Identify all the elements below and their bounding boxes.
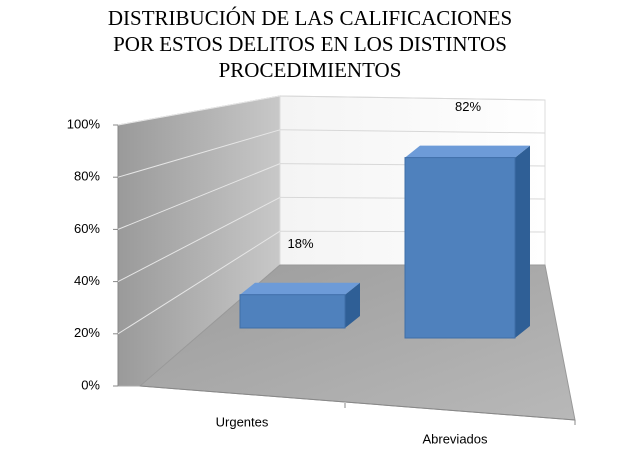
grid-line [279, 95, 546, 101]
chart-title: PROCEDIMIENTOS [219, 58, 402, 82]
grid-line [117, 129, 281, 178]
chart-title: DISTRIBUCIÓN DE LAS CALIFICACIONES [108, 6, 512, 30]
y-tick-label: 80% [74, 169, 100, 184]
value-label: 18% [287, 236, 313, 251]
bar-side [345, 282, 360, 328]
x-tick-label: Abreviados [422, 431, 488, 446]
bar [404, 157, 516, 339]
bar-top [405, 145, 530, 158]
grid-line [117, 95, 281, 126]
bar-top [240, 282, 360, 295]
chart-title: POR ESTOS DELITOS EN LOS DISTINTOS [113, 32, 507, 56]
x-axis [139, 385, 576, 421]
y-tick-label: 60% [74, 221, 100, 236]
bar-side [515, 145, 530, 338]
x-tick-label: Urgentes [216, 414, 269, 429]
value-label: 82% [455, 99, 481, 114]
y-tick-label: 40% [74, 273, 100, 288]
y-tick-label: 0% [81, 377, 100, 392]
y-tick-label: 20% [74, 325, 100, 340]
y-tick-label: 100% [67, 116, 101, 131]
grid-line [117, 163, 281, 230]
grid-line [279, 129, 546, 134]
grid-line [117, 230, 281, 335]
bar [239, 294, 346, 329]
grid-line [117, 196, 281, 283]
